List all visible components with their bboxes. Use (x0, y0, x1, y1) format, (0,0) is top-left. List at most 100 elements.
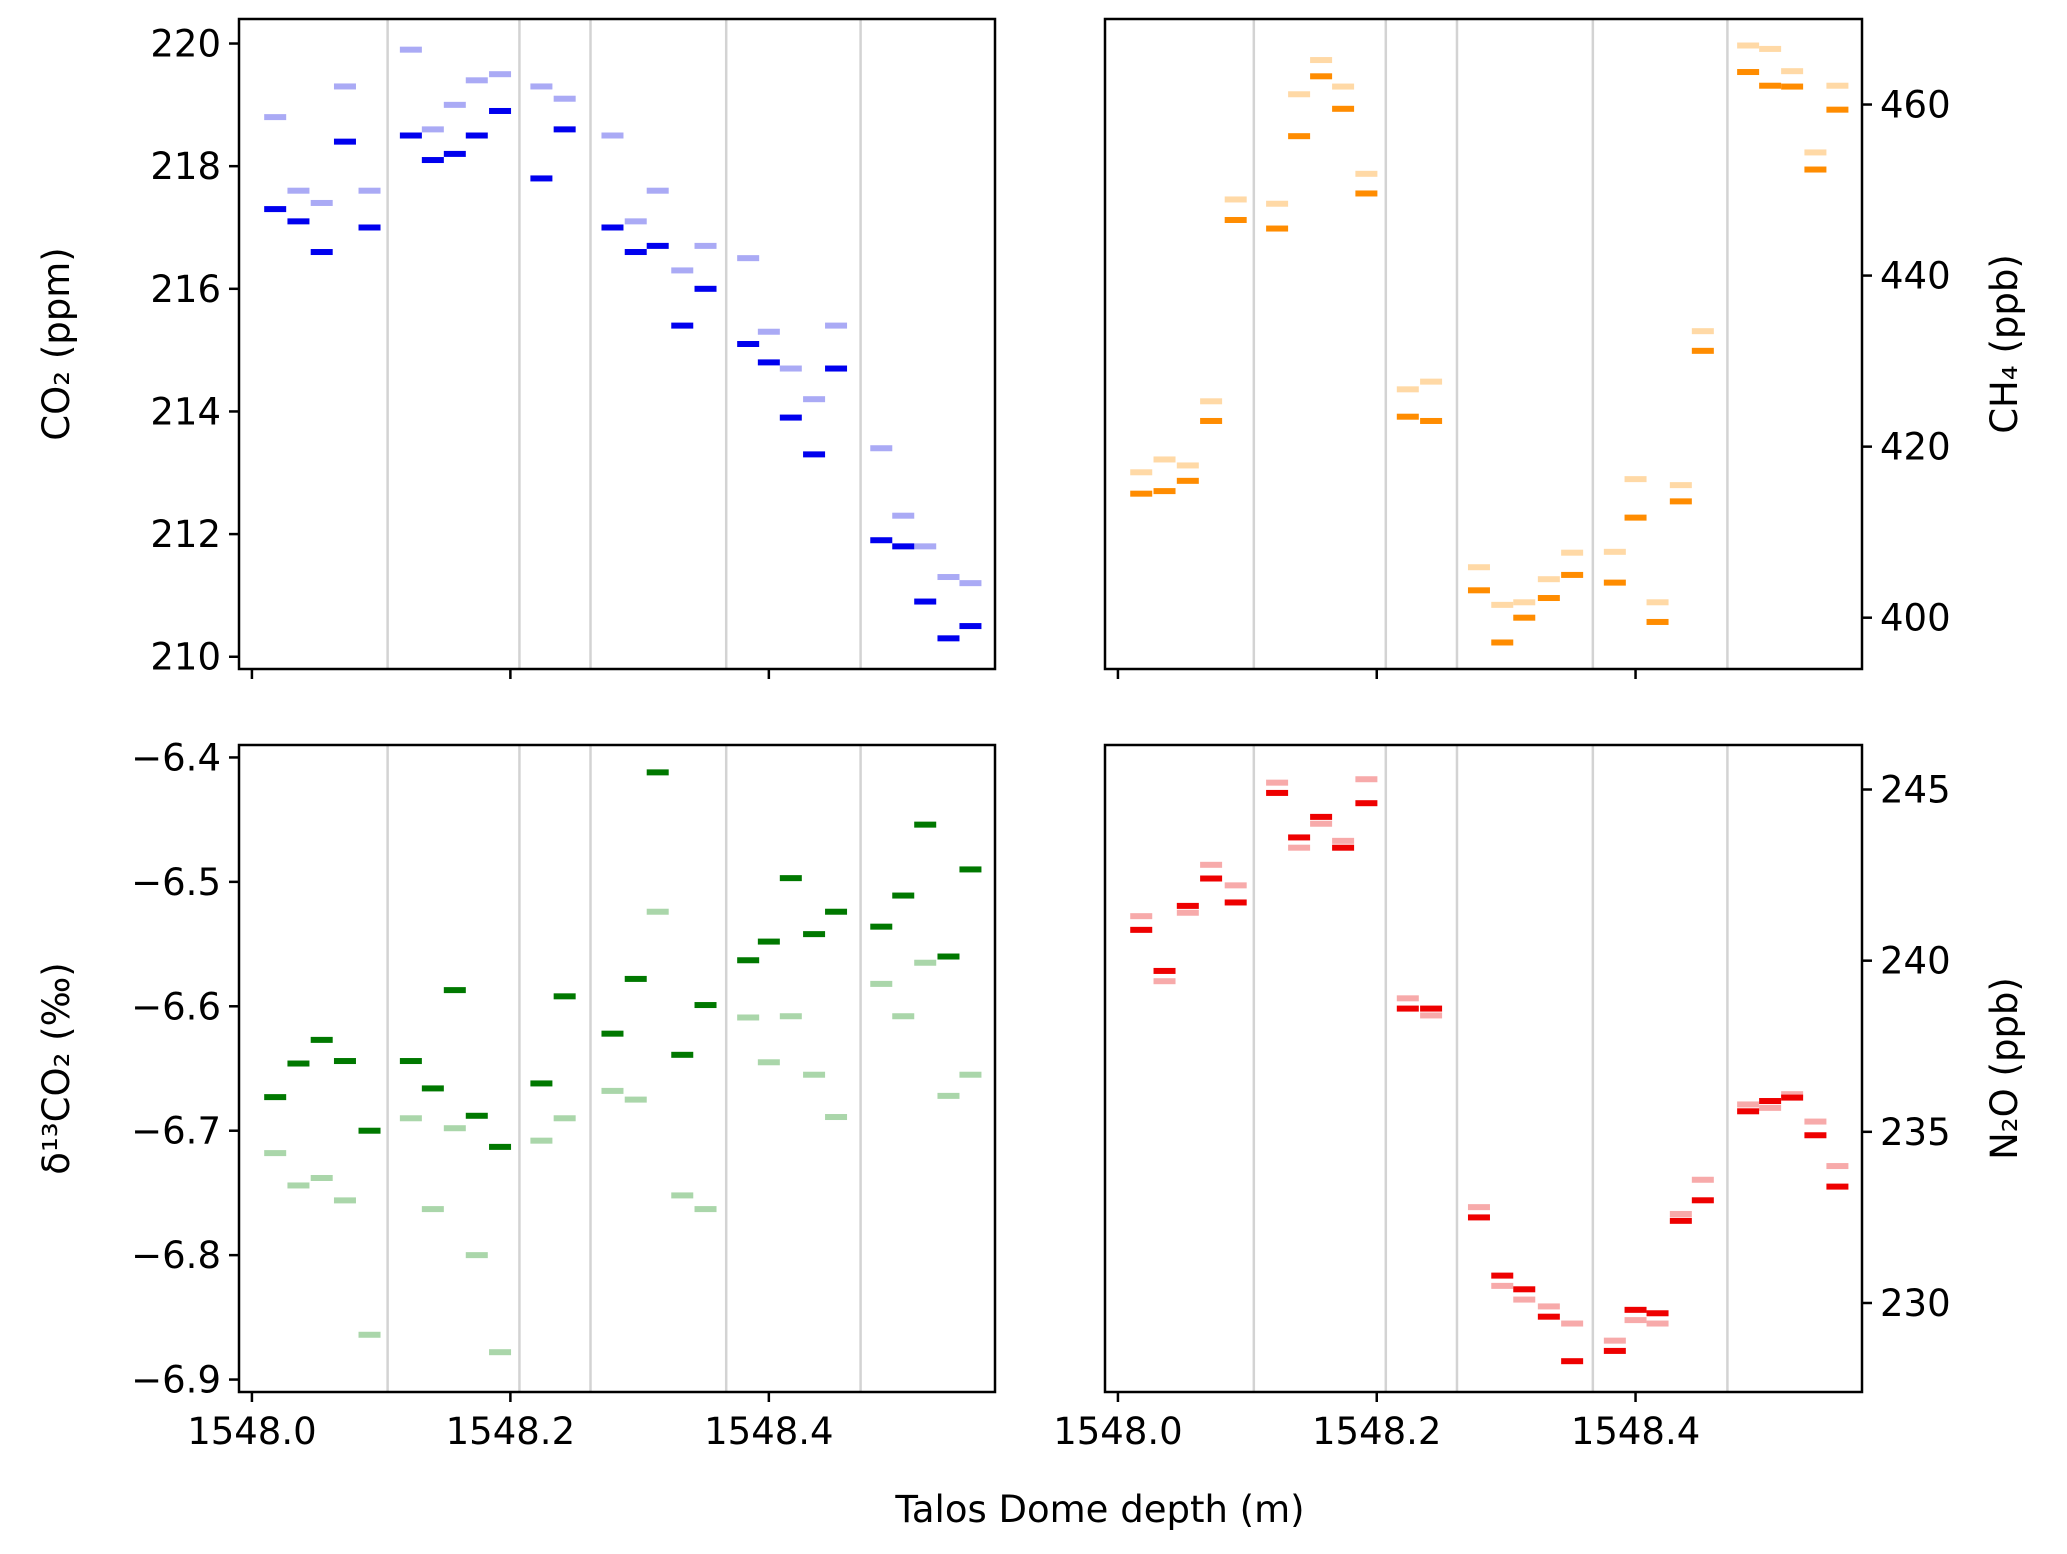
data-point-primary (1669, 498, 1692, 505)
data-point-secondary (825, 1114, 848, 1121)
y-tick-label: 230 (1880, 1282, 1951, 1325)
data-point-secondary (1669, 482, 1692, 489)
data-point-primary (671, 322, 694, 329)
data-point-secondary (465, 1252, 488, 1259)
y-tick-label: 218 (150, 145, 221, 188)
axes-frame (237, 17, 997, 671)
y-tick-label: −6.5 (131, 861, 221, 904)
data-point-secondary (1624, 476, 1647, 483)
axes-frame (237, 743, 997, 1394)
data-point-primary (1759, 1098, 1782, 1105)
data-point-secondary (914, 543, 937, 550)
data-point-primary (1332, 844, 1355, 851)
data-point-primary (1355, 800, 1378, 807)
data-point-primary (1491, 639, 1514, 646)
data-point-secondary (1153, 456, 1176, 463)
data-point-secondary (1737, 42, 1760, 49)
data-point-primary (779, 875, 802, 882)
data-point-primary (937, 635, 960, 642)
data-point-primary (1396, 413, 1419, 420)
data-point-primary (1266, 789, 1289, 796)
data-point-primary (1153, 967, 1176, 974)
data-point-primary (646, 242, 669, 249)
data-point-secondary (1176, 909, 1199, 916)
data-point-primary (1288, 834, 1311, 841)
panel-co2: 210 212 214 216 218 220 CO₂ (ppm) (35, 17, 997, 679)
data-point-secondary (489, 71, 512, 78)
data-point-primary (399, 1058, 422, 1065)
data-point-primary (489, 1143, 512, 1150)
data-point-primary (553, 993, 576, 1000)
data-point-primary (1310, 813, 1333, 820)
data-point-primary (959, 866, 982, 873)
data-point-primary (1646, 618, 1669, 625)
y-tick-label: 400 (1880, 597, 1951, 640)
data-point-primary (1513, 614, 1536, 621)
data-point-primary (1561, 1358, 1584, 1365)
data-point-secondary (779, 365, 802, 372)
data-point-primary (1624, 514, 1647, 521)
data-point-secondary (737, 1014, 760, 1021)
data-point-secondary (959, 580, 982, 587)
data-point-primary (779, 414, 802, 421)
data-point-primary (959, 623, 982, 630)
data-point-primary (1804, 166, 1827, 173)
data-point-primary (737, 957, 760, 964)
data-point-secondary (1737, 1101, 1760, 1108)
data-point-primary (1513, 1286, 1536, 1293)
data-point-secondary (399, 46, 422, 53)
data-point-secondary (671, 267, 694, 274)
data-point-primary (1200, 417, 1223, 424)
data-point-secondary (310, 1174, 333, 1181)
data-point-primary (1537, 1313, 1560, 1320)
data-point-primary (1603, 1347, 1626, 1354)
x-tick-label: 1548.0 (1053, 1410, 1182, 1453)
x-tick-label: 1548.4 (704, 1410, 833, 1453)
data-point-secondary (1669, 1210, 1692, 1217)
data-point-secondary (1310, 820, 1333, 827)
data-point-primary (1826, 1183, 1849, 1190)
data-point-primary (1266, 225, 1289, 232)
data-point-secondary (694, 242, 717, 249)
data-point-primary (737, 341, 760, 347)
data-point-primary (421, 1085, 444, 1092)
data-point-primary (465, 132, 488, 139)
data-point-primary (624, 975, 647, 982)
x-axis-title: Talos Dome depth (m) (894, 1488, 1304, 1531)
data-point-secondary (1513, 1296, 1536, 1303)
data-point-primary (1332, 105, 1355, 112)
y-tick-label: −6.9 (131, 1359, 221, 1402)
y-tick-label: 210 (150, 636, 221, 679)
data-point-secondary (1310, 57, 1333, 64)
data-point-secondary (737, 255, 760, 262)
data-point-secondary (1288, 844, 1311, 851)
data-point-secondary (1332, 837, 1355, 844)
y-tick-label: −6.6 (131, 985, 221, 1028)
y-tick-label: 214 (150, 390, 221, 433)
data-point-secondary (443, 101, 466, 108)
data-point-primary (1224, 899, 1247, 906)
data-point-primary (287, 1060, 310, 1067)
data-point-secondary (646, 187, 669, 194)
data-point-secondary (1200, 861, 1223, 868)
data-point-primary (757, 359, 780, 366)
data-point-primary (646, 769, 669, 776)
data-point-secondary (1513, 599, 1536, 606)
data-point-primary (1420, 417, 1443, 424)
data-point-primary (624, 249, 647, 256)
data-point-secondary (399, 1115, 422, 1122)
data-point-primary (1826, 106, 1849, 113)
data-point-primary (465, 1112, 488, 1119)
data-point-secondary (1420, 1012, 1443, 1019)
data-point-primary (1288, 133, 1311, 140)
data-point-secondary (1288, 91, 1311, 98)
y-tick-label: 235 (1880, 1111, 1951, 1154)
data-point-primary (1396, 1005, 1419, 1012)
data-point-secondary (1781, 1091, 1804, 1098)
data-point-primary (1537, 595, 1560, 602)
data-point-primary (1176, 477, 1199, 484)
y-axis-title: CH₄ (ppb) (1983, 254, 2026, 434)
data-point-secondary (358, 1331, 381, 1338)
data-point-secondary (825, 322, 848, 329)
data-point-secondary (624, 218, 647, 225)
